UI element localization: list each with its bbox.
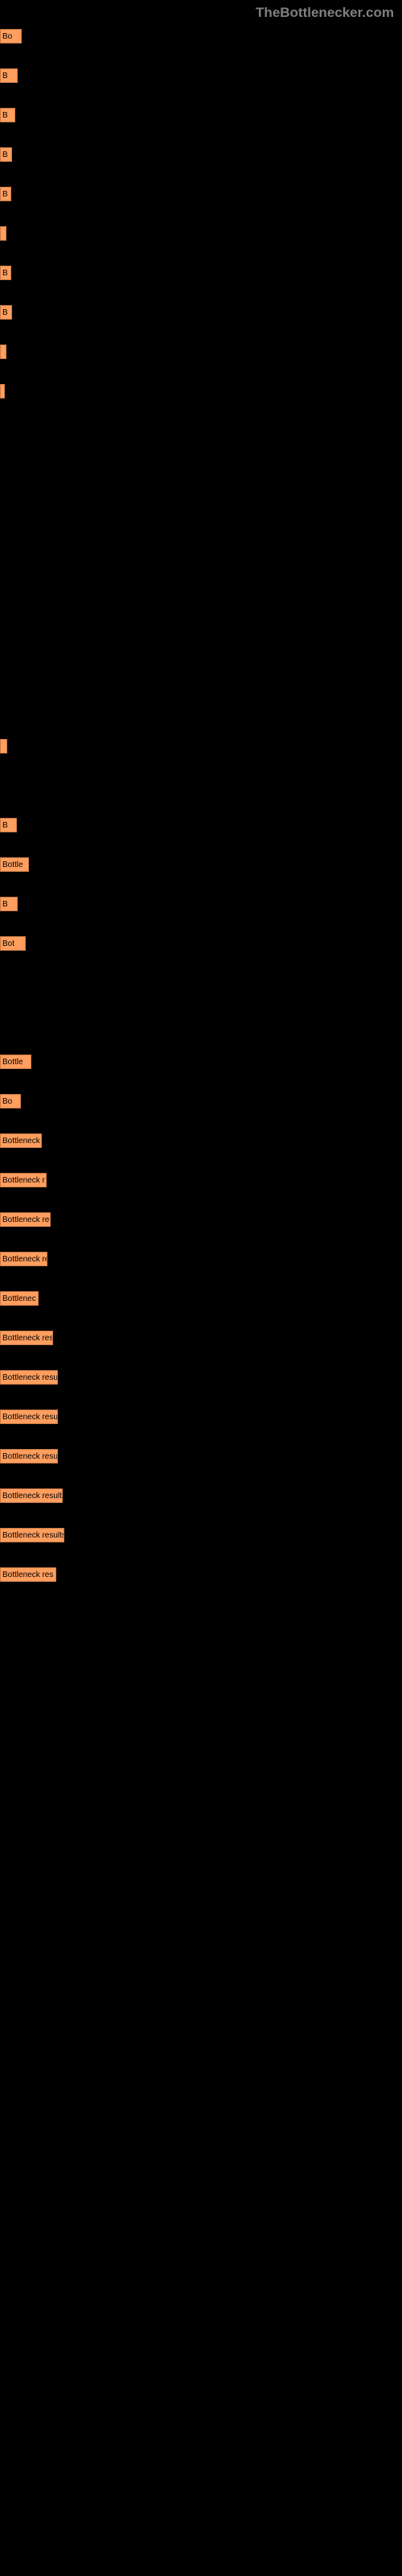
bar <box>0 739 7 753</box>
bar: B <box>0 818 17 832</box>
bar-row: Bottlenec <box>0 1291 402 1306</box>
bar-row <box>0 581 402 596</box>
bar: B <box>0 108 15 122</box>
bar-label: Bottle <box>2 1058 23 1067</box>
bar-label: Bottleneck result <box>2 1492 62 1501</box>
bar-row: B <box>0 897 402 911</box>
bar: Bottleneck resu <box>0 1449 58 1463</box>
bar: Bottleneck resu <box>0 1370 58 1385</box>
bar-row: B <box>0 147 402 162</box>
bar-row: Bottleneck res <box>0 1212 402 1227</box>
bar-label: Bottlenec <box>2 1294 36 1303</box>
bar: B <box>0 68 18 83</box>
bar-row: B <box>0 305 402 320</box>
bar-row: Bot <box>0 936 402 951</box>
bar-label: Bo <box>2 32 12 41</box>
bar-label: B <box>2 72 8 80</box>
bar-row <box>0 463 402 477</box>
bar <box>0 226 6 241</box>
header: TheBottlenecker.com <box>0 0 402 23</box>
bar: Bottleneck re <box>0 1252 47 1266</box>
bar-row: Bottleneck resu <box>0 1410 402 1424</box>
bar-row <box>0 621 402 635</box>
bar-row <box>0 700 402 714</box>
bar: Bottle <box>0 857 29 872</box>
bar-row <box>0 502 402 517</box>
bar-row: B <box>0 818 402 832</box>
bar: Bottleneck <box>0 1133 42 1148</box>
bar: Bottleneck res <box>0 1212 51 1227</box>
bar-label: Bottleneck res <box>2 1334 53 1343</box>
bar-label: B <box>2 308 8 317</box>
site-name: TheBottlenecker.com <box>256 5 394 20</box>
bar-row <box>0 1015 402 1030</box>
bar-row <box>0 976 402 990</box>
bar-label: Bo <box>2 1097 12 1106</box>
bar-label: Bot <box>2 939 14 948</box>
bar-label: Bottleneck results <box>2 1531 64 1540</box>
bar-row: Bottleneck re <box>0 1252 402 1266</box>
bar-row: Bo <box>0 29 402 43</box>
bar-label: Bottleneck r <box>2 1176 45 1185</box>
bar: Bottle <box>0 1055 31 1069</box>
bar-row <box>0 739 402 753</box>
bar-label: Bottleneck re <box>2 1255 47 1264</box>
bar-label: B <box>2 190 8 199</box>
bar: Bo <box>0 1094 21 1108</box>
bar <box>0 384 5 398</box>
bar-label: Bottleneck res <box>2 1571 53 1579</box>
bar-label: Bottleneck resu <box>2 1413 58 1422</box>
bar: B <box>0 897 18 911</box>
bar-row: Bottleneck resu <box>0 1449 402 1463</box>
bar-label: Bottle <box>2 861 23 869</box>
bar-label: B <box>2 111 8 120</box>
bar-chart: Bo B B B B B B B Bottle B Bot Bottle Bo Bottleneck Bot… <box>0 23 402 1613</box>
bar: B <box>0 266 11 280</box>
bar-row <box>0 778 402 793</box>
bar: Bottleneck res <box>0 1567 56 1582</box>
bar-row: Bottleneck resu <box>0 1370 402 1385</box>
bar-row: Bottleneck res <box>0 1331 402 1345</box>
bar-row: Bottleneck <box>0 1133 402 1148</box>
bar-row <box>0 423 402 438</box>
bar-label: Bottleneck <box>2 1137 40 1146</box>
bar: Bottleneck resu <box>0 1410 58 1424</box>
bar: Bottleneck r <box>0 1173 47 1187</box>
bar-row <box>0 384 402 398</box>
bar-row: Bottle <box>0 857 402 872</box>
bar: Bottlenec <box>0 1291 39 1306</box>
bar-label: B <box>2 269 8 278</box>
bar-label: Bottleneck res <box>2 1216 51 1224</box>
bar-row: Bo <box>0 1094 402 1108</box>
bar-row: B <box>0 266 402 280</box>
bar-row: Bottleneck result <box>0 1488 402 1503</box>
bar-row: Bottleneck r <box>0 1173 402 1187</box>
bar: Bottleneck result <box>0 1488 63 1503</box>
bar-row: Bottleneck res <box>0 1567 402 1582</box>
bar-row <box>0 660 402 675</box>
bar: Bottleneck res <box>0 1331 53 1345</box>
bar-row <box>0 542 402 556</box>
bar: B <box>0 305 12 320</box>
bar: B <box>0 187 11 201</box>
bar-row: B <box>0 68 402 83</box>
bar-row: B <box>0 187 402 201</box>
bar-label: B <box>2 900 8 909</box>
bar: Bot <box>0 936 26 951</box>
bar-row <box>0 226 402 241</box>
bar-row: Bottleneck results <box>0 1528 402 1542</box>
bar: Bottleneck results <box>0 1528 64 1542</box>
bar <box>0 345 6 359</box>
bar-row: Bottle <box>0 1055 402 1069</box>
bar-label: Bottleneck resu <box>2 1452 58 1461</box>
bar-label: Bottleneck resu <box>2 1373 58 1382</box>
bar-row: B <box>0 108 402 122</box>
bar-row <box>0 345 402 359</box>
bar: B <box>0 147 12 162</box>
bar-label: B <box>2 151 8 159</box>
bar: Bo <box>0 29 22 43</box>
bar-label: B <box>2 821 8 830</box>
